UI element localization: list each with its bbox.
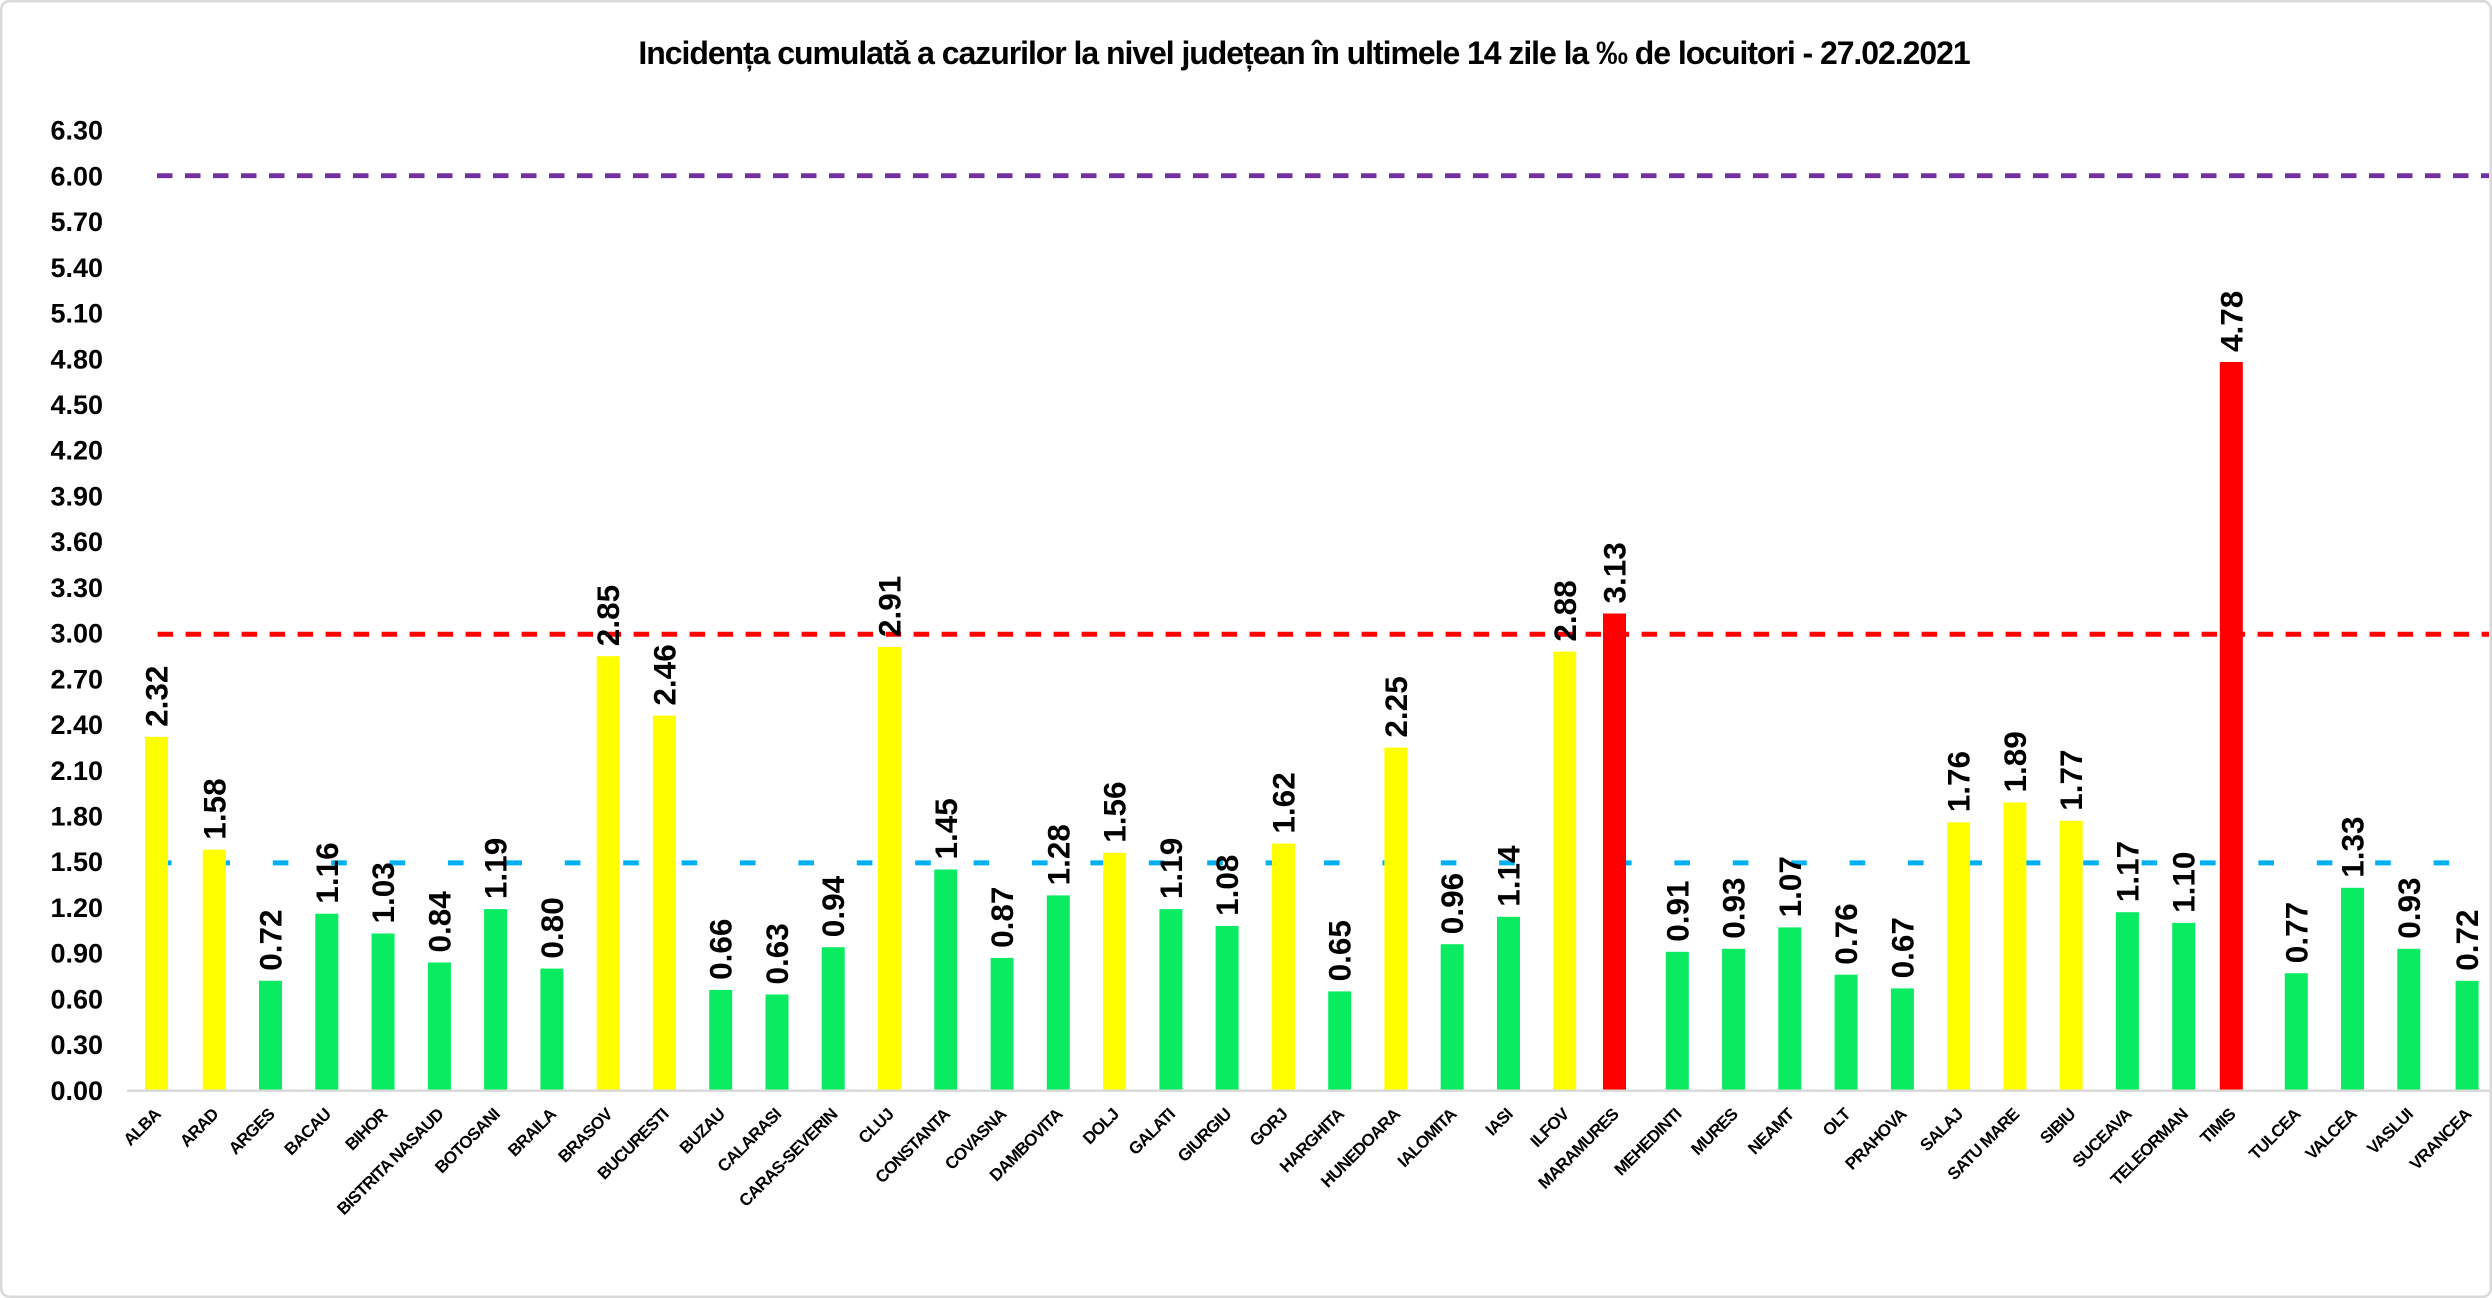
svg-text:1.33: 1.33	[2335, 816, 2371, 877]
svg-text:0.30: 0.30	[50, 1030, 103, 1060]
svg-text:1.45: 1.45	[928, 798, 964, 859]
svg-text:1.62: 1.62	[1265, 772, 1301, 833]
svg-text:0.67: 0.67	[1884, 917, 1920, 978]
svg-text:1.56: 1.56	[1097, 781, 1133, 842]
svg-text:0.72: 0.72	[2449, 909, 2485, 970]
svg-text:5.40: 5.40	[50, 253, 103, 283]
svg-text:3.13: 3.13	[1597, 542, 1633, 603]
svg-text:0.60: 0.60	[50, 984, 103, 1014]
svg-text:2.32: 2.32	[139, 666, 175, 727]
svg-text:1.08: 1.08	[1209, 855, 1245, 916]
svg-text:0.77: 0.77	[2278, 902, 2314, 963]
svg-text:1.19: 1.19	[478, 838, 514, 899]
svg-text:0.96: 0.96	[1434, 873, 1470, 934]
svg-text:1.28: 1.28	[1040, 824, 1076, 885]
svg-text:1.20: 1.20	[50, 893, 103, 923]
svg-text:1.50: 1.50	[50, 847, 103, 877]
svg-text:1.19: 1.19	[1153, 838, 1189, 899]
svg-text:4.78: 4.78	[2213, 291, 2249, 352]
svg-text:1.17: 1.17	[2109, 841, 2145, 902]
svg-text:2.91: 2.91	[872, 576, 908, 637]
svg-text:0.84: 0.84	[421, 891, 457, 953]
svg-text:0.00: 0.00	[50, 1076, 103, 1106]
svg-text:1.07: 1.07	[1772, 856, 1808, 917]
svg-text:2.40: 2.40	[50, 710, 103, 740]
svg-text:0.72: 0.72	[253, 909, 289, 970]
svg-text:3.60: 3.60	[50, 527, 103, 557]
svg-text:0.90: 0.90	[50, 939, 103, 969]
svg-text:3.00: 3.00	[50, 619, 103, 649]
svg-text:5.10: 5.10	[50, 299, 103, 329]
svg-text:6.00: 6.00	[50, 161, 103, 191]
svg-text:1.89: 1.89	[1997, 731, 2033, 792]
svg-text:1.80: 1.80	[50, 802, 103, 832]
svg-text:2.85: 2.85	[590, 585, 626, 646]
svg-text:4.50: 4.50	[50, 390, 103, 420]
svg-text:1.10: 1.10	[2166, 852, 2202, 913]
svg-text:0.65: 0.65	[1322, 920, 1358, 981]
svg-text:0.87: 0.87	[984, 887, 1020, 948]
svg-text:4.80: 4.80	[50, 344, 103, 374]
svg-text:2.70: 2.70	[50, 664, 103, 694]
svg-text:5.70: 5.70	[50, 207, 103, 237]
svg-text:4.20: 4.20	[50, 436, 103, 466]
svg-text:0.91: 0.91	[1659, 880, 1695, 941]
svg-text:0.66: 0.66	[703, 919, 739, 980]
svg-text:0.63: 0.63	[759, 923, 795, 984]
svg-text:1.58: 1.58	[196, 778, 232, 839]
svg-text:1.14: 1.14	[1491, 845, 1527, 907]
svg-text:2.10: 2.10	[50, 756, 103, 786]
svg-text:0.76: 0.76	[1828, 903, 1864, 964]
svg-text:0.80: 0.80	[534, 897, 570, 958]
svg-text:0.93: 0.93	[2391, 877, 2427, 938]
svg-text:2.46: 2.46	[646, 644, 682, 705]
svg-text:0.93: 0.93	[1716, 877, 1752, 938]
svg-text:6.30: 6.30	[50, 116, 103, 146]
svg-text:2.88: 2.88	[1547, 580, 1583, 641]
svg-text:0.94: 0.94	[815, 875, 851, 937]
svg-text:1.76: 1.76	[1941, 751, 1977, 812]
svg-text:1.03: 1.03	[365, 862, 401, 923]
svg-text:1.16: 1.16	[309, 842, 345, 903]
svg-text:Incidența cumulată a cazurilor: Incidența cumulată a cazurilor la nivel …	[638, 35, 1969, 71]
svg-text:3.30: 3.30	[50, 573, 103, 603]
svg-text:2.25: 2.25	[1378, 676, 1414, 737]
svg-text:1.77: 1.77	[2053, 749, 2089, 810]
svg-text:3.90: 3.90	[50, 481, 103, 511]
